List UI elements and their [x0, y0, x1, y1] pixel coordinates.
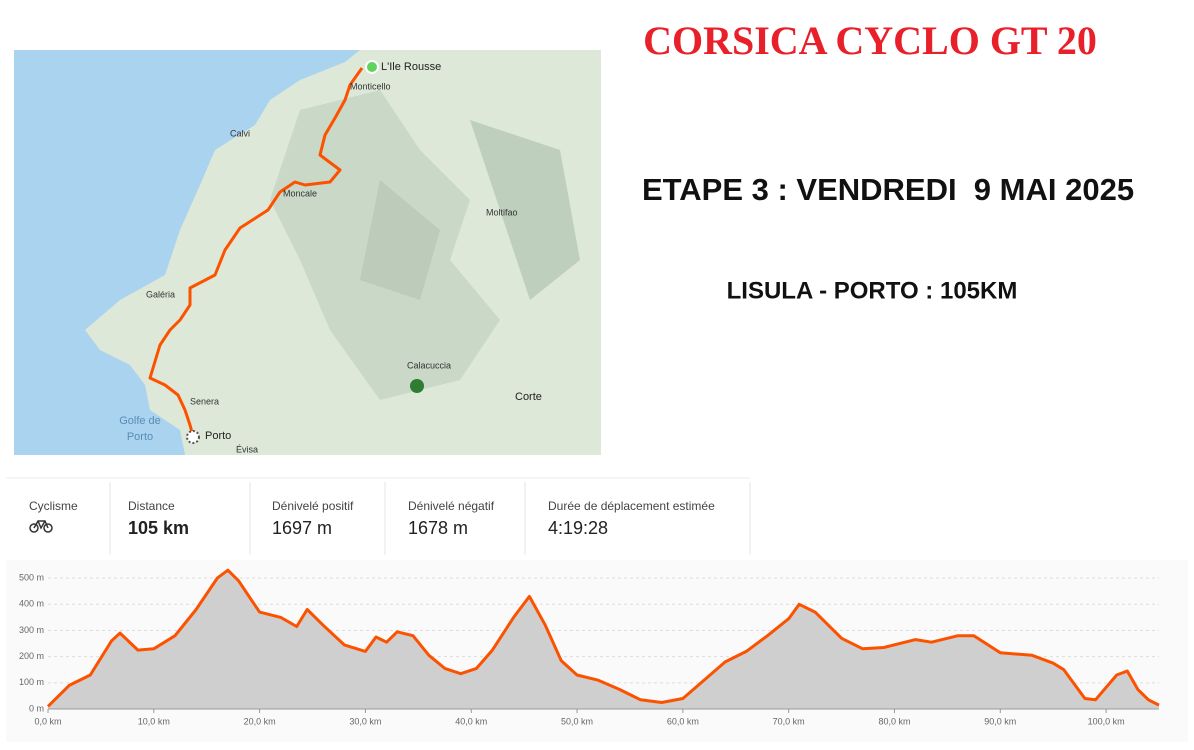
y-tick-label: 500 m — [19, 572, 44, 582]
x-tick-label: 60,0 km — [667, 716, 699, 726]
x-tick-label: 20,0 km — [244, 716, 276, 726]
x-tick-label: 0,0 km — [34, 716, 61, 726]
map-label: Moncale — [283, 188, 317, 198]
x-tick-label: 50,0 km — [561, 716, 593, 726]
y-tick-label: 200 m — [19, 651, 44, 661]
title: CORSICA CYCLO GT 20 — [643, 18, 1097, 63]
stat-label: Dénivelé positif — [272, 499, 354, 513]
map-label: L'Ile Rousse — [381, 61, 441, 73]
start-marker — [365, 60, 379, 74]
map-label: Corte — [515, 391, 542, 403]
map-label: Évisa — [236, 444, 258, 454]
map-label: Calvi — [230, 128, 250, 138]
route-title: LISULA - PORTO : 105KM — [727, 277, 1018, 304]
map-label: Calacuccia — [407, 360, 451, 370]
x-tick-label: 30,0 km — [349, 716, 381, 726]
stat-value: 1678 m — [408, 518, 468, 538]
bike-icon — [29, 520, 53, 533]
stat-value: 4:19:28 — [548, 518, 608, 538]
x-tick-label: 80,0 km — [878, 716, 910, 726]
stat-value: 1697 m — [272, 518, 332, 538]
stat-label: Durée de déplacement estimée — [548, 499, 715, 513]
stat-label: Cyclisme — [29, 499, 78, 513]
map — [14, 50, 601, 455]
y-tick-label: 0 m — [29, 703, 44, 713]
map-label: Galéria — [146, 289, 175, 299]
stats — [6, 477, 751, 555]
y-tick-label: 400 m — [19, 599, 44, 609]
route — [148, 67, 364, 437]
finish-marker — [186, 430, 200, 444]
map-sea — [14, 50, 360, 455]
stat-label: Dénivelé négatif — [408, 499, 495, 513]
x-tick-label: 100,0 km — [1088, 716, 1125, 726]
map-label: Senera — [190, 396, 219, 406]
map-label: Moltifao — [486, 207, 518, 217]
map-label: Golfe de — [119, 415, 161, 427]
y-tick-label: 300 m — [19, 625, 44, 635]
area — [48, 570, 1159, 709]
y-tick-label: 100 m — [19, 677, 44, 687]
stage: ETAPE 3 : VENDREDI 9 MAI 2025 — [642, 172, 1134, 207]
x-tick-label: 90,0 km — [984, 716, 1016, 726]
park-icon — [410, 379, 424, 393]
x-tick-label: 10,0 km — [138, 716, 170, 726]
x-tick-label: 40,0 km — [455, 716, 487, 726]
mountains — [360, 120, 580, 300]
map-label: Monticello — [350, 81, 391, 91]
stat-label: Distance — [128, 499, 175, 513]
map-label: Porto — [127, 431, 153, 443]
map-label: Porto — [205, 430, 231, 442]
line — [46, 568, 1160, 708]
x-tick-label: 70,0 km — [773, 716, 805, 726]
stat-value: 105 km — [128, 518, 189, 538]
